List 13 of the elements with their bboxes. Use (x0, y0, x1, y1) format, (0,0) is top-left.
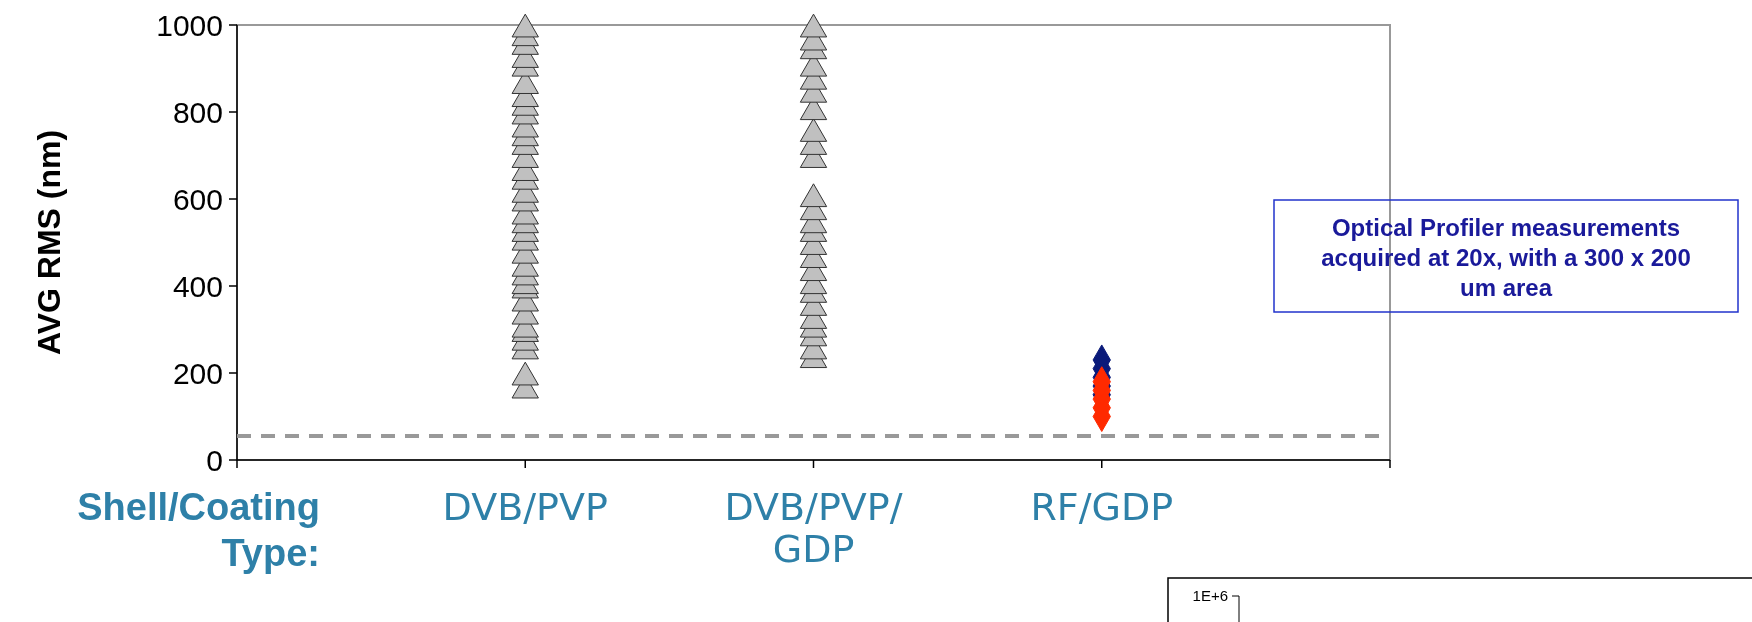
x-tick-label: DVB/PVP (442, 485, 608, 529)
y-tick-label: 0 (206, 443, 223, 477)
text: 1E+6 (1192, 587, 1228, 605)
y-tick-label: 200 (172, 356, 223, 390)
y-tick-label: 800 (172, 95, 223, 129)
x-axis-title: Shell/Coating Type: (77, 486, 320, 574)
y-axis-title: AVG RMS (nm) (31, 129, 67, 356)
y-tick-label: 600 (172, 182, 223, 216)
y-tick-label: 400 (172, 269, 223, 303)
annotation: Optical Profiler measurements acquired at 20x, with a 300 x 200 um area (1321, 214, 1691, 301)
x-tick-label: DVB/PVP/GDP (724, 485, 903, 571)
y-tick-label: 1000 (156, 8, 223, 42)
x-tick-label: RF/GDP (1030, 485, 1174, 529)
